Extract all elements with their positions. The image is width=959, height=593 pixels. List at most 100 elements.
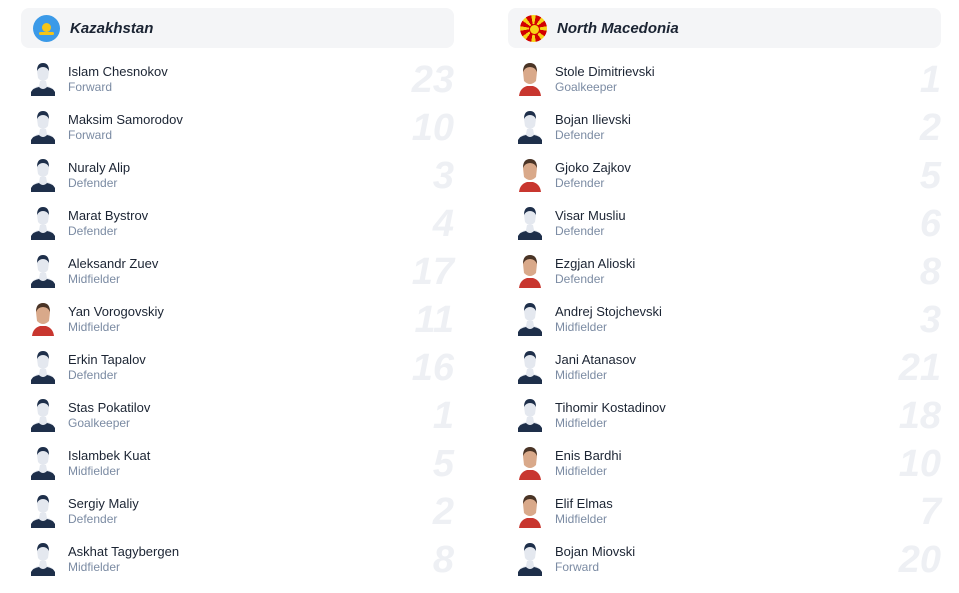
player-avatar-icon — [517, 446, 543, 480]
player-avatar-icon — [517, 398, 543, 432]
player-name[interactable]: Gjoko Zajkov — [555, 160, 631, 175]
shirt-number: 7 — [919, 491, 941, 533]
shirt-number: 10 — [411, 107, 454, 149]
player-row[interactable]: Maksim Samorodov Forward 10 — [21, 103, 454, 151]
player-row[interactable]: Marat Bystrov Defender 4 — [21, 199, 454, 247]
player-name[interactable]: Sergiy Maliy — [68, 496, 139, 511]
player-name[interactable]: Ezgjan Alioski — [555, 256, 636, 271]
kazakhstan-flag-icon — [33, 14, 60, 42]
player-position: Midfielder — [555, 512, 608, 526]
shirt-number: 17 — [411, 251, 454, 293]
player-position: Midfielder — [68, 560, 121, 574]
team-name: Kazakhstan — [70, 19, 154, 37]
shirt-number: 1 — [919, 59, 941, 101]
player-position: Forward — [555, 560, 600, 574]
player-name[interactable]: Erkin Tapalov — [68, 352, 146, 367]
player-position: Defender — [68, 224, 118, 238]
player-position: Forward — [68, 80, 113, 94]
player-avatar-icon — [30, 350, 56, 384]
player-position: Midfielder — [555, 368, 608, 382]
player-position: Goalkeeper — [68, 416, 131, 430]
player-row[interactable]: Visar Musliu Defender 6 — [508, 199, 941, 247]
player-avatar-icon — [517, 62, 543, 96]
player-name[interactable]: Bojan Miovski — [555, 544, 636, 559]
team-header: Kazakhstan — [21, 8, 454, 48]
shirt-number: 20 — [898, 539, 941, 581]
shirt-number: 21 — [898, 347, 941, 389]
player-row[interactable]: Bojan Miovski Forward 20 — [508, 535, 941, 583]
shirt-number: 3 — [919, 299, 941, 341]
player-position: Defender — [555, 272, 605, 286]
player-avatar-icon — [30, 542, 56, 576]
shirt-number: 11 — [414, 299, 454, 341]
player-row[interactable]: Islam Chesnokov Forward 23 — [21, 55, 454, 103]
player-row[interactable]: Stas Pokatilov Goalkeeper 1 — [21, 391, 454, 439]
player-avatar-icon — [30, 110, 56, 144]
player-name[interactable]: Islam Chesnokov — [68, 64, 168, 79]
player-row[interactable]: Aleksandr Zuev Midfielder 17 — [21, 247, 454, 295]
player-avatar-icon — [30, 446, 56, 480]
player-position: Midfielder — [555, 320, 608, 334]
player-row[interactable]: Erkin Tapalov Defender 16 — [21, 343, 454, 391]
shirt-number: 16 — [411, 347, 454, 389]
player-row[interactable]: Andrej Stojchevski Midfielder 3 — [508, 295, 941, 343]
player-row[interactable]: Stole Dimitrievski Goalkeeper 1 — [508, 55, 941, 103]
player-name[interactable]: Visar Musliu — [555, 208, 626, 223]
player-name[interactable]: Stas Pokatilov — [68, 400, 151, 415]
player-avatar-icon — [517, 110, 543, 144]
player-row[interactable]: Ezgjan Alioski Defender 8 — [508, 247, 941, 295]
player-row[interactable]: Jani Atanasov Midfielder 21 — [508, 343, 941, 391]
player-row[interactable]: Elif Elmas Midfielder 7 — [508, 487, 941, 535]
player-row[interactable]: Islambek Kuat Midfielder 5 — [21, 439, 454, 487]
player-position: Defender — [555, 224, 605, 238]
player-avatar-icon — [517, 494, 543, 528]
team-north-macedonia: North Macedonia Stole Dimitrievski Goalk… — [508, 8, 941, 583]
player-name[interactable]: Tihomir Kostadinov — [555, 400, 666, 415]
player-position: Defender — [68, 176, 118, 190]
team-header: North Macedonia — [508, 8, 941, 48]
player-name[interactable]: Yan Vorogovskiy — [68, 304, 164, 319]
player-name[interactable]: Islambek Kuat — [68, 448, 151, 463]
player-avatar-icon — [517, 350, 543, 384]
shirt-number: 8 — [919, 251, 941, 293]
player-row[interactable]: Tihomir Kostadinov Midfielder 18 — [508, 391, 941, 439]
player-row[interactable]: Enis Bardhi Midfielder 10 — [508, 439, 941, 487]
player-row[interactable]: Sergiy Maliy Defender 2 — [21, 487, 454, 535]
player-name[interactable]: Aleksandr Zuev — [68, 256, 159, 271]
player-name[interactable]: Nuraly Alip — [68, 160, 131, 175]
player-row[interactable]: Gjoko Zajkov Defender 5 — [508, 151, 941, 199]
player-name[interactable]: Marat Bystrov — [68, 208, 149, 223]
player-position: Defender — [68, 512, 118, 526]
player-name[interactable]: Jani Atanasov — [555, 352, 636, 367]
player-row[interactable]: Yan Vorogovskiy Midfielder 11 — [21, 295, 454, 343]
player-row[interactable]: Askhat Tagybergen Midfielder 8 — [21, 535, 454, 583]
player-name[interactable]: Elif Elmas — [555, 496, 613, 511]
player-position: Forward — [68, 128, 113, 142]
player-name[interactable]: Enis Bardhi — [555, 448, 622, 463]
player-name[interactable]: Bojan Ilievski — [555, 112, 631, 127]
player-position: Midfielder — [68, 464, 121, 478]
player-position: Defender — [68, 368, 118, 382]
team-kazakhstan: Kazakhstan Islam Chesnokov Forward 23 Ma… — [21, 8, 454, 583]
shirt-number: 4 — [432, 203, 454, 245]
player-avatar-icon — [30, 494, 56, 528]
player-avatar-icon — [30, 62, 56, 96]
player-avatar-icon — [30, 206, 56, 240]
player-avatar-icon — [30, 302, 56, 336]
player-name[interactable]: Askhat Tagybergen — [68, 544, 180, 559]
shirt-number: 1 — [432, 395, 454, 437]
player-row[interactable]: Nuraly Alip Defender 3 — [21, 151, 454, 199]
player-avatar-icon — [30, 158, 56, 192]
shirt-number: 5 — [432, 443, 454, 485]
shirt-number: 2 — [432, 491, 454, 533]
player-name[interactable]: Maksim Samorodov — [68, 112, 183, 127]
player-avatar-icon — [517, 302, 543, 336]
shirt-number: 6 — [919, 203, 941, 245]
player-row[interactable]: Bojan Ilievski Defender 2 — [508, 103, 941, 151]
team-name: North Macedonia — [557, 19, 679, 37]
player-name[interactable]: Andrej Stojchevski — [555, 304, 662, 319]
player-name[interactable]: Stole Dimitrievski — [555, 64, 655, 79]
player-position: Midfielder — [555, 464, 608, 478]
shirt-number: 5 — [919, 155, 941, 197]
shirt-number: 3 — [432, 155, 454, 197]
